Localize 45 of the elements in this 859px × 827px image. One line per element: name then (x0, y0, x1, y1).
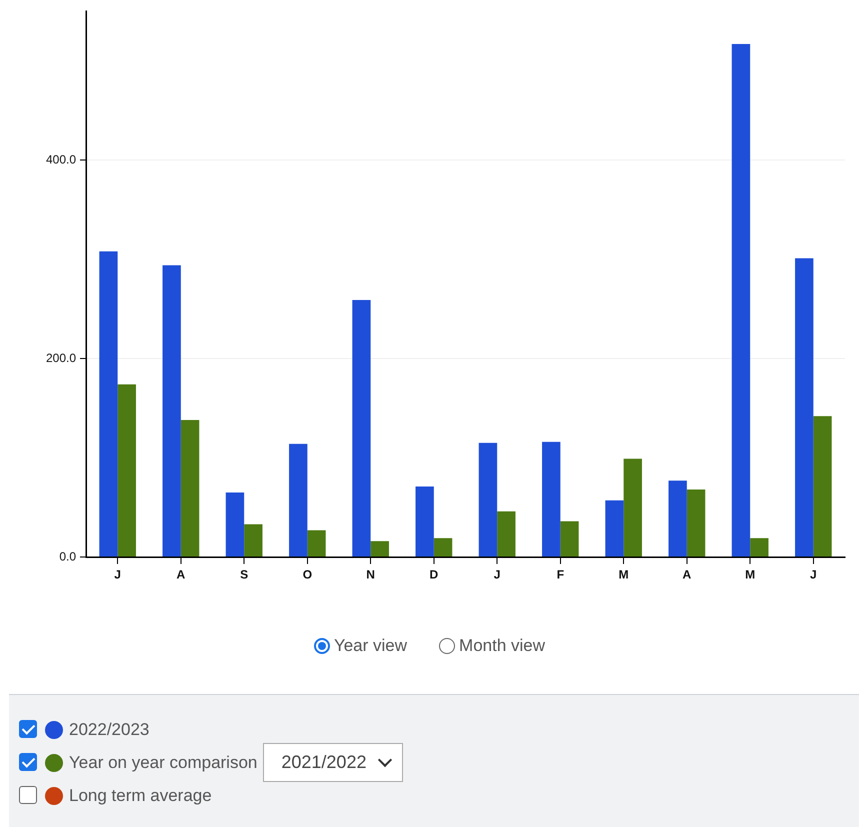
y-tick-label: 400.0 (46, 152, 76, 166)
legend-label: Year on year comparison (69, 752, 258, 772)
text: Year view (334, 636, 408, 656)
bar (244, 524, 262, 556)
bar (497, 511, 516, 556)
x-tick-label: J (494, 568, 500, 582)
x-tick-label: D (430, 568, 439, 582)
x-tick-label: F (556, 568, 564, 582)
bar (813, 416, 832, 556)
bar (416, 486, 434, 556)
legend-label: Long term average (69, 786, 212, 806)
text: Month view (459, 636, 546, 656)
x-tick-label: A (176, 568, 186, 582)
bar (750, 538, 768, 556)
x-tick-label: A (682, 568, 692, 582)
bar (686, 490, 706, 556)
bar (560, 521, 579, 556)
bar (542, 442, 560, 556)
x-tick-label: O (302, 568, 312, 582)
bar (162, 265, 181, 556)
bar (795, 258, 814, 556)
dropdown: 2021/2022 (263, 743, 404, 782)
x-tick-label: M (618, 568, 629, 582)
x-tick-label: J (810, 568, 817, 582)
bar (307, 530, 326, 556)
x-tick-label: N (366, 568, 375, 582)
bar (624, 458, 642, 556)
y-tick-label: 0.0 (59, 549, 76, 564)
bar (605, 500, 624, 556)
bar (478, 442, 498, 556)
bar (289, 444, 308, 556)
bar (370, 541, 389, 556)
bar (118, 384, 136, 556)
legend-label: 2022/2023 (69, 720, 150, 740)
bar (226, 492, 244, 556)
x-tick-label: S (240, 568, 248, 582)
bar (180, 420, 200, 556)
bar (352, 300, 371, 556)
bar (732, 44, 750, 556)
bar (99, 251, 118, 556)
x-tick-label: M (745, 568, 756, 582)
bar (668, 480, 687, 556)
x-tick-label: J (114, 568, 121, 582)
y-tick-label: 200.0 (46, 350, 76, 365)
bar (434, 538, 452, 556)
